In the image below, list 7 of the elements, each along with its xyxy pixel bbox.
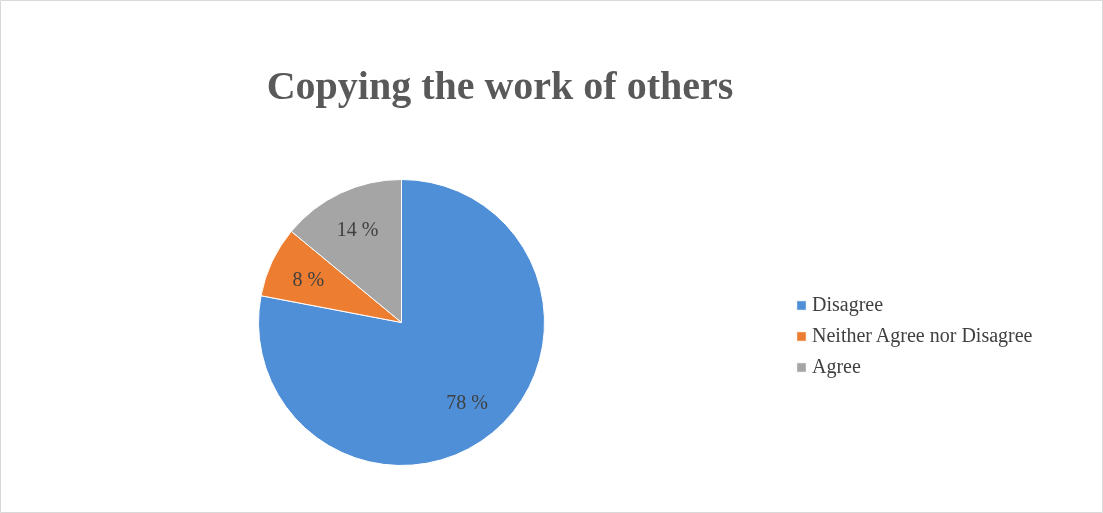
legend-label: Agree	[812, 355, 861, 378]
data-label: 14 %	[336, 218, 379, 241]
legend-label: Disagree	[812, 293, 884, 316]
chart-title: Copying the work of others	[266, 63, 734, 108]
legend-label: Neither Agree nor Disagree	[812, 324, 1033, 347]
data-label: 8 %	[292, 267, 325, 290]
data-label: 78 %	[446, 390, 488, 413]
